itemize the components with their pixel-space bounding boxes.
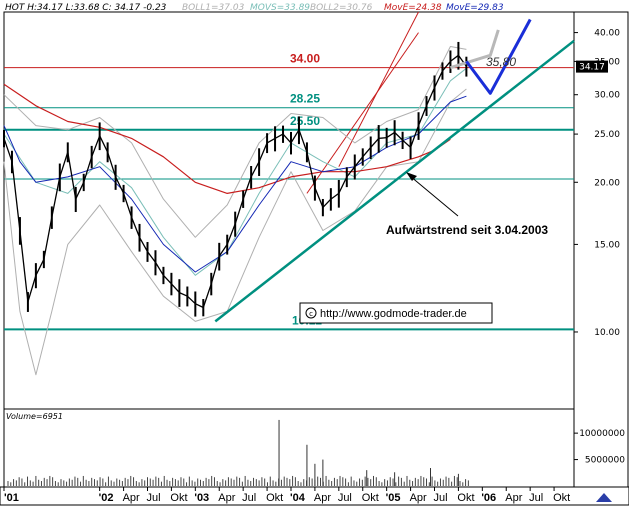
y-tick-label-4: 30.00	[594, 91, 620, 101]
trend-annotation: Aufwärtstrend seit 3.04.2003	[386, 172, 548, 237]
x-tick-label-5: '03	[194, 492, 209, 504]
x-tick-label-11: Jul	[338, 492, 352, 504]
y-tick-label-2: 20.00	[594, 178, 620, 188]
x-tick-label-15: Jul	[433, 492, 447, 504]
last-price-badge	[576, 60, 608, 73]
copyright-url: http://www.godmode-trader.de	[320, 308, 467, 320]
bollinger-upper-line	[3, 46, 467, 238]
x-tick-label-16: Okt	[457, 492, 474, 504]
uptrend-line	[214, 39, 575, 323]
x-tick-label-13: '05	[386, 492, 401, 504]
y-tick-label-0: 10.00	[594, 328, 620, 338]
x-tick-label-8: Okt	[266, 492, 283, 504]
header-movs: MOVS=33.89	[250, 3, 310, 13]
x-tick-label-10: Apr	[314, 492, 331, 504]
header-boll2: BOLL2=30.76	[310, 3, 373, 13]
header-move-red: MovE=24.38	[384, 3, 442, 13]
projection-group	[449, 18, 532, 95]
volume-panel-frame	[3, 408, 575, 488]
bollinger-lower-line	[3, 88, 467, 376]
x-tick-label-7: Jul	[242, 492, 256, 504]
level-label-1: 28.25	[290, 92, 320, 106]
trend-annotation-arrowhead	[406, 172, 417, 181]
chart-tool-icon[interactable]	[590, 490, 618, 504]
x-tick-label-19: Jul	[529, 492, 543, 504]
last-price-label: 34.17	[579, 63, 605, 73]
copyright-c: c	[309, 310, 313, 318]
right-axis-panel	[573, 11, 629, 488]
copyright-box: c http://www.godmode-trader.de	[299, 302, 493, 324]
x-tick-label-12: Okt	[362, 492, 379, 504]
header-ticker: HOT H:34.17 L:33.68 C: 34.17 -0.23	[5, 3, 167, 13]
x-tick-label-2: Apr	[123, 492, 140, 504]
x-axis: '01 '02 Apr Jul Okt '03 Apr Jul Okt '04 Apr Jul Okt '…	[3, 487, 570, 504]
volume-y-tick-label-1: 10000000	[579, 429, 625, 439]
x-tick-label-4: Okt	[170, 492, 187, 504]
x-tick-label-9: '04	[290, 492, 306, 504]
move-red-line	[3, 83, 451, 194]
volume-label: Volume=6951	[6, 412, 63, 421]
level-label-2: 25.50	[290, 114, 320, 128]
header-boll1: BOLL1=37.03	[182, 3, 245, 13]
trendline-group	[214, 39, 575, 323]
x-tick-label-17: '06	[481, 492, 496, 504]
trend-label: Aufwärtstrend seit 3.04.2003	[386, 223, 548, 237]
volume-y-tick-label-0: 5000000	[585, 456, 625, 466]
x-tick-label-20: Okt	[553, 492, 570, 504]
y-tick-label-3: 25.00	[594, 130, 620, 140]
x-tick-label-6: Apr	[218, 492, 235, 504]
x-tick-label-14: Apr	[410, 492, 427, 504]
chart-tool-icon-shape	[596, 493, 612, 502]
volume-group: Volume=6951 5000000 10000000	[6, 412, 625, 486]
price-panel-frame	[3, 11, 575, 410]
copyright-frame	[299, 302, 493, 324]
channel-lower-line	[306, 32, 419, 194]
x-tick-label-1: '02	[99, 492, 114, 504]
level-label-0: 34.00	[290, 52, 320, 66]
x-tick-label-18: Apr	[505, 492, 522, 504]
projection-gray-line	[449, 29, 500, 70]
target-label: 35,80	[486, 55, 516, 69]
header-move-blue: MovE=29.83	[446, 3, 504, 13]
projection-blue-line	[465, 18, 532, 95]
y-tick-label-6: 40.00	[594, 29, 620, 39]
x-tick-label-0: '01	[4, 492, 19, 504]
trend-annotation-arrow	[409, 175, 459, 217]
copyright-icon	[305, 307, 317, 319]
y-tick-label-1: 15.00	[594, 240, 620, 250]
x-tick-label-3: Jul	[146, 492, 160, 504]
